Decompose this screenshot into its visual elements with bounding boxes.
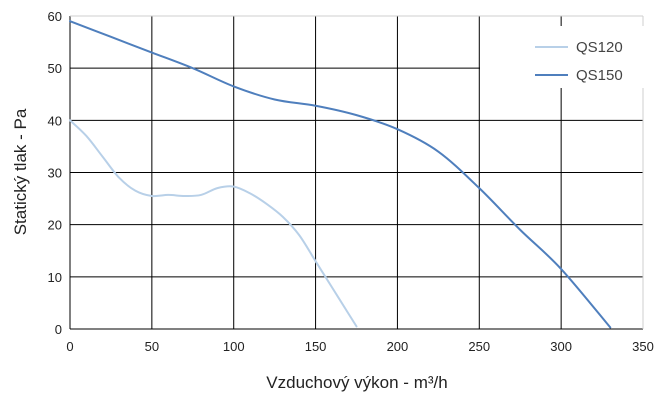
y-tick-label: 30 — [48, 166, 62, 181]
y-tick-label: 20 — [48, 218, 62, 233]
series-lines — [69, 20, 612, 329]
y-axis-title: Statický tlak - Pa — [11, 108, 30, 235]
y-tick-label: 60 — [48, 9, 62, 24]
y-tick-label: 50 — [48, 61, 62, 76]
legend-label-qs120: QS120 — [576, 39, 623, 56]
y-tick-label: 0 — [55, 322, 62, 337]
x-tick-label: 0 — [66, 339, 73, 354]
x-tick-label: 100 — [223, 339, 245, 354]
x-tick-label: 300 — [550, 339, 572, 354]
x-tick-label: 50 — [145, 339, 159, 354]
legend-label-qs150: QS150 — [576, 67, 623, 84]
series-line-qs120 — [69, 119, 358, 328]
y-tick-label: 10 — [48, 270, 62, 285]
x-axis-title: Vzduchový výkon - m³/h — [266, 373, 447, 392]
y-tick-label: 40 — [48, 113, 62, 128]
x-tick-label: 200 — [387, 339, 409, 354]
tick-labels: 0 50 100 150 200 250 300 350 0 10 20 30 40 50 60 — [48, 9, 654, 354]
x-tick-label: 150 — [305, 339, 327, 354]
x-tick-label: 250 — [468, 339, 490, 354]
x-tick-label: 350 — [632, 339, 654, 354]
legend-background — [480, 26, 645, 88]
series-line-qs150 — [69, 20, 612, 329]
legend: QS120 QS150 — [480, 26, 645, 88]
